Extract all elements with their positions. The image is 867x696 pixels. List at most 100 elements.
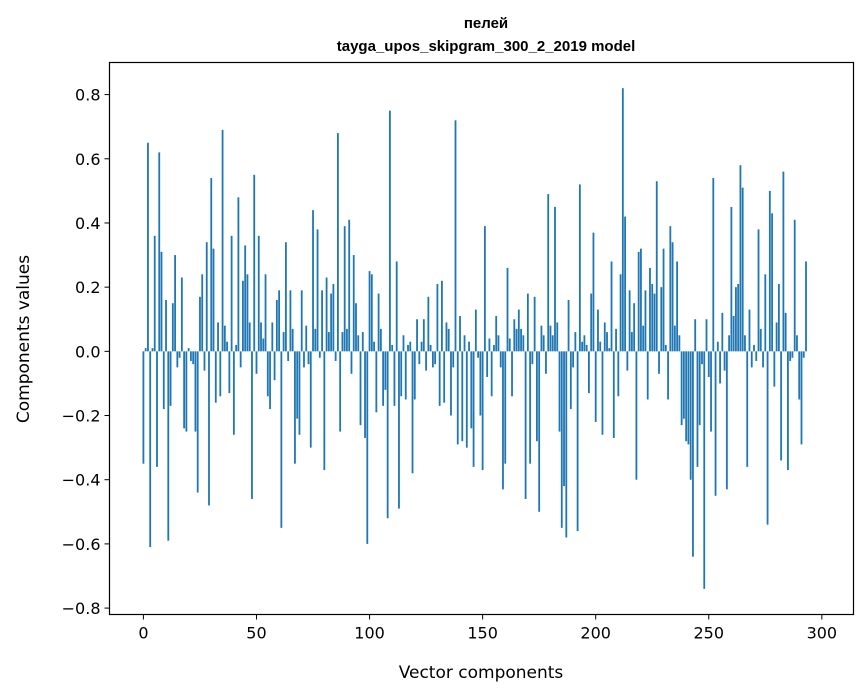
bar-256	[721, 312, 724, 352]
bar-193	[578, 184, 581, 352]
bar-81	[325, 277, 328, 352]
bar-24	[196, 351, 199, 493]
bar-48	[251, 351, 253, 499]
bar-168	[522, 335, 525, 352]
bar-200	[594, 351, 597, 422]
bar-244	[694, 319, 697, 352]
bar-179	[547, 194, 550, 352]
bar-118	[409, 341, 412, 352]
bar-115	[402, 335, 405, 352]
bar-278	[771, 213, 773, 352]
bar-31	[212, 248, 215, 352]
bar-97	[361, 332, 364, 352]
bar-70	[300, 290, 303, 352]
bar-143	[465, 351, 468, 448]
bar-29	[208, 351, 210, 506]
bar-47	[248, 322, 251, 352]
bar-32	[214, 351, 217, 403]
bar-123	[420, 341, 423, 352]
bar-215	[628, 290, 631, 352]
bar-287	[791, 351, 794, 358]
bar-225	[651, 283, 654, 352]
bar-191	[574, 332, 577, 352]
bar-229	[660, 287, 663, 352]
bar-185	[560, 351, 563, 528]
bar-267	[746, 351, 749, 467]
y-tick-label: 0.2	[75, 278, 100, 297]
bars-group	[142, 88, 807, 589]
bar-0	[142, 351, 145, 464]
bar-17	[180, 277, 183, 352]
bar-28	[205, 242, 208, 352]
bar-206	[608, 348, 611, 352]
bar-124	[422, 319, 425, 352]
bar-34	[219, 351, 222, 397]
bar-224	[649, 267, 651, 352]
x-tick-label: 150	[467, 624, 498, 643]
bar-50	[255, 351, 258, 374]
bar-51	[257, 235, 260, 352]
bar-198	[590, 293, 593, 352]
x-tick-label: 50	[246, 624, 266, 643]
bar-49	[253, 174, 256, 352]
bar-281	[777, 283, 780, 352]
bar-171	[529, 351, 532, 464]
bar-270	[753, 344, 755, 352]
bar-119	[411, 351, 414, 474]
bar-251	[710, 351, 712, 432]
bar-1	[144, 348, 147, 352]
bar-137	[452, 351, 455, 368]
bar-258	[725, 351, 728, 490]
bar-216	[630, 332, 633, 352]
bar-241	[687, 351, 690, 445]
y-tick-label: −0.2	[62, 407, 101, 426]
bar-286	[789, 351, 792, 361]
bar-166	[517, 309, 520, 352]
bar-209	[615, 328, 617, 352]
bar-66	[291, 328, 294, 352]
bar-52	[260, 322, 262, 352]
bar-88	[341, 332, 344, 352]
bar-33	[217, 322, 219, 352]
bar-62	[282, 332, 285, 352]
bar-86	[336, 133, 339, 352]
bar-170	[526, 293, 529, 352]
bar-181	[551, 335, 554, 352]
bar-180	[549, 325, 552, 352]
bar-195	[583, 335, 586, 352]
bar-212	[621, 88, 624, 352]
bar-58	[273, 351, 276, 381]
bar-271	[755, 351, 758, 361]
bar-39	[230, 235, 233, 352]
bar-149	[479, 351, 482, 416]
bar-246	[698, 351, 701, 426]
bar-285	[787, 351, 789, 471]
bar-190	[572, 351, 574, 368]
bar-214	[626, 351, 629, 371]
bar-197	[588, 351, 590, 394]
x-axis-ticks: 0 50 100 150 200 250 300	[138, 614, 837, 643]
bar-60	[278, 290, 281, 352]
bar-18	[183, 351, 186, 429]
bar-79	[321, 290, 323, 352]
y-tick-label: 0.4	[75, 214, 100, 233]
bar-89	[343, 226, 346, 352]
bar-131	[438, 351, 441, 406]
bar-121	[416, 319, 418, 352]
bar-245	[696, 351, 699, 467]
bar-162	[508, 338, 511, 352]
bar-5	[153, 235, 156, 352]
bar-156	[495, 316, 498, 352]
bar-221	[642, 325, 645, 352]
bar-248	[703, 351, 706, 589]
bar-95	[357, 335, 360, 352]
bar-108	[386, 351, 389, 519]
bar-183	[556, 322, 559, 352]
bar-43	[239, 351, 242, 368]
bar-92	[350, 351, 353, 374]
bar-230	[662, 248, 665, 352]
bar-265	[741, 187, 744, 352]
bar-64	[287, 351, 290, 361]
bar-144	[468, 341, 470, 352]
